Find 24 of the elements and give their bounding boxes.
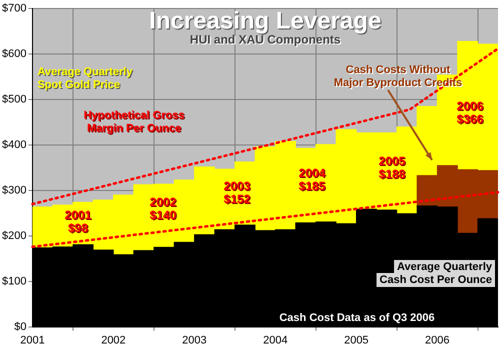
annotation: 2004 $185	[298, 166, 327, 194]
x-tick-label: 2003	[182, 334, 207, 346]
annotation: Hypothetical Gross Margin Per Ounce	[84, 110, 184, 136]
y-tick-label: $700	[2, 2, 26, 15]
x-tick-label: 2004	[263, 334, 288, 346]
y-tick-label: $0	[14, 320, 26, 333]
annotation: Cash Cost Data as of Q3 2006	[279, 312, 435, 324]
y-tick-label: $600	[2, 48, 26, 60]
x-tick-label: 2002	[101, 334, 126, 346]
annotation: 2001 $98	[64, 208, 92, 236]
x-tick-label: 2001	[20, 334, 45, 346]
annotation: 2006 $366	[456, 98, 485, 127]
annotation: 2005 $188	[378, 154, 407, 182]
y-tick-label: $400	[2, 139, 26, 152]
x-tick-label: 2005	[344, 334, 369, 346]
y-tick-label: $100	[2, 275, 26, 288]
annotation: 2003 $152	[224, 178, 252, 207]
annotation: 2002 $140	[150, 194, 177, 222]
series-label: Average Quarterly Cash Cost Per Ounce	[380, 261, 493, 286]
y-tick-label: $500	[2, 94, 26, 106]
x-tick-label: 2006	[425, 334, 450, 346]
y-tick-label: $200	[2, 230, 26, 242]
text: Average Quarterly Spot Gold Price	[37, 66, 134, 92]
y-tick-label: $300	[2, 184, 26, 196]
